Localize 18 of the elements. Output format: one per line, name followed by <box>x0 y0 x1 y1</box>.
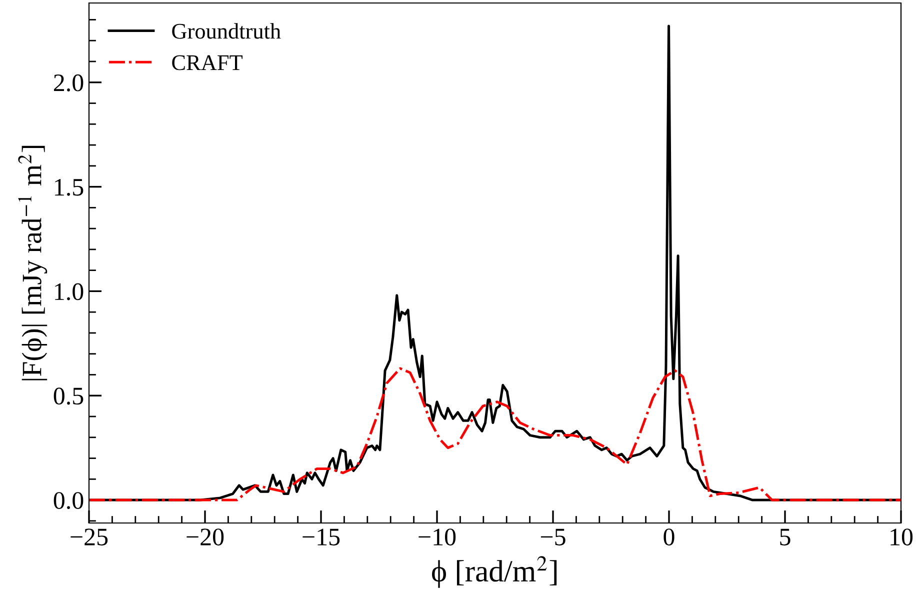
x-tick-label: −20 <box>186 528 224 546</box>
x-tick-label: −5 <box>540 528 566 546</box>
y-tick-label: 2.0 <box>54 74 84 92</box>
x-axis-title: ϕ [rad/m$^{2}$] <box>432 556 557 588</box>
x-tick-label: −15 <box>302 528 340 546</box>
legend-label: CRAFT <box>172 55 242 70</box>
x-tick-label: 0 <box>664 528 674 546</box>
line-series <box>89 367 901 502</box>
y-axis-title: |F(ϕ)| [mJy rad$^{−1}$ m$^{2}$] <box>18 146 48 380</box>
x-tick-label: −10 <box>418 528 456 546</box>
legend-label: Groundtruth <box>172 23 281 39</box>
x-tick-label: −25 <box>70 528 108 546</box>
x-tick-label: 5 <box>780 528 790 546</box>
y-tick-label: 0.0 <box>54 492 84 510</box>
y-tick-label: 1.0 <box>55 283 84 300</box>
x-tick-label: 10 <box>890 528 913 546</box>
y-tick-label: 1.5 <box>55 178 84 196</box>
y-tick-label: 0.5 <box>54 388 84 405</box>
